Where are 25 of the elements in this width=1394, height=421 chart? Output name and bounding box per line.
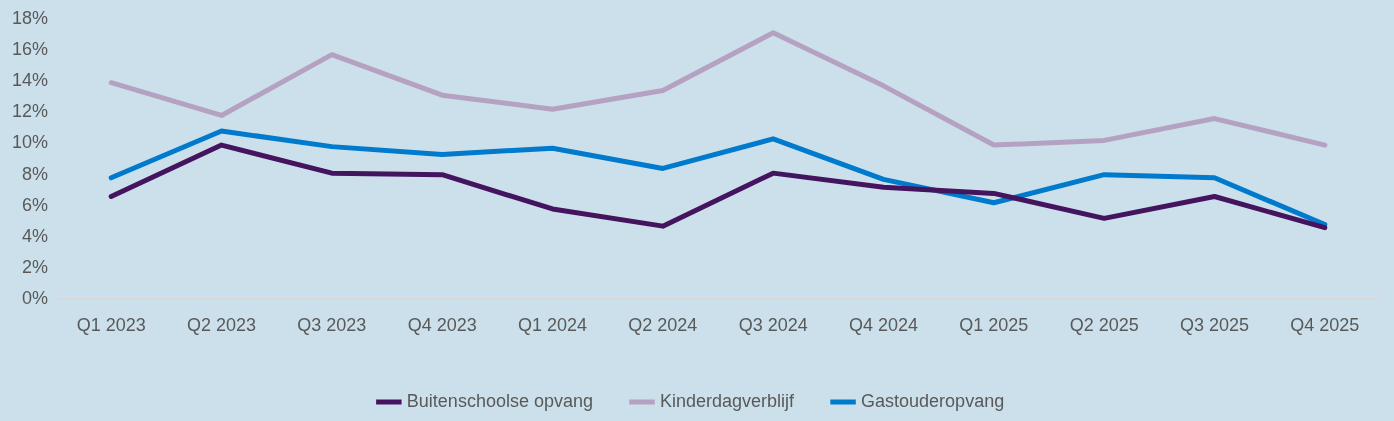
x-tick-label: Q3 2025 (1179, 315, 1250, 336)
legend-label: Buitenschoolse opvang (406, 390, 593, 411)
x-tick-label: Q1 2024 (517, 315, 588, 336)
x-tick-label: Q2 2023 (186, 315, 257, 336)
x-tick-label: Q4 2024 (848, 315, 919, 336)
y-tick-label: 14% (12, 70, 49, 91)
y-tick-label: 10% (12, 132, 49, 153)
y-tick-label: 2% (22, 257, 49, 278)
y-tick-label: 4% (22, 226, 49, 247)
y-tick-label: 6% (22, 194, 49, 215)
y-tick-label: 8% (22, 163, 49, 184)
y-tick-label: 16% (12, 38, 49, 59)
legend-label: Kinderdagverblijf (659, 390, 796, 411)
x-tick-label: Q1 2025 (959, 315, 1029, 336)
x-tick-label: Q2 2025 (1069, 315, 1139, 336)
y-tick-label: 12% (12, 101, 49, 122)
x-tick-label: Q2 2024 (628, 315, 698, 336)
legend-label: Gastouderopvang (861, 390, 1005, 411)
y-tick-label: 18% (12, 7, 49, 28)
x-tick-label: Q1 2023 (76, 315, 146, 336)
x-tick-label: Q3 2023 (297, 315, 367, 336)
y-tick-label: 0% (22, 288, 49, 309)
x-tick-label: Q3 2024 (738, 315, 808, 336)
x-tick-label: Q4 2023 (407, 315, 477, 336)
x-tick-label: Q4 2025 (1290, 315, 1360, 336)
